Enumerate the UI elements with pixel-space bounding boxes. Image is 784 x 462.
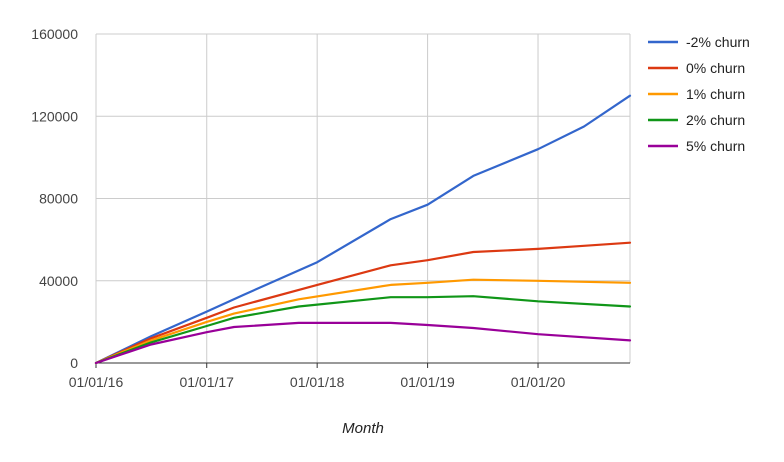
series-lines [94, 94, 632, 365]
series-line-2 [94, 278, 632, 365]
y-tick-label: 0 [70, 355, 78, 371]
legend-label: -2% churn [686, 34, 750, 50]
series-line-4 [94, 321, 632, 365]
legend-label: 1% churn [686, 86, 745, 102]
x-tick-label: 01/01/17 [179, 374, 234, 390]
series-line-1 [94, 241, 632, 365]
x-axis-title: Month [342, 420, 384, 437]
y-tick-label: 160000 [31, 26, 78, 42]
legend: -2% churn 0% churn 1% churn 2% churn 5% chur… [648, 34, 750, 154]
y-tick-label: 80000 [39, 191, 78, 207]
series-line-0 [94, 94, 632, 365]
axes: 0 40000 80000 120000 160000 01/01/16 01/01/17 0… [31, 26, 630, 390]
legend-label: 5% churn [686, 138, 745, 154]
legend-label: 0% churn [686, 60, 745, 76]
y-tick-label: 120000 [31, 108, 78, 124]
legend-item: 0% churn [648, 60, 745, 76]
x-tick-label: 01/01/19 [400, 374, 455, 390]
legend-item: -2% churn [648, 34, 750, 50]
legend-item: 2% churn [648, 112, 745, 128]
legend-label: 2% churn [686, 112, 745, 128]
series-line-3 [94, 295, 632, 365]
y-tick-label: 40000 [39, 273, 78, 289]
legend-item: 5% churn [648, 138, 745, 154]
x-tick-label: 01/01/18 [290, 374, 345, 390]
grid-lines [95, 33, 631, 364]
x-tick-label: 01/01/20 [511, 374, 566, 390]
legend-item: 1% churn [648, 86, 745, 102]
x-tick-label: 01/01/16 [69, 374, 124, 390]
